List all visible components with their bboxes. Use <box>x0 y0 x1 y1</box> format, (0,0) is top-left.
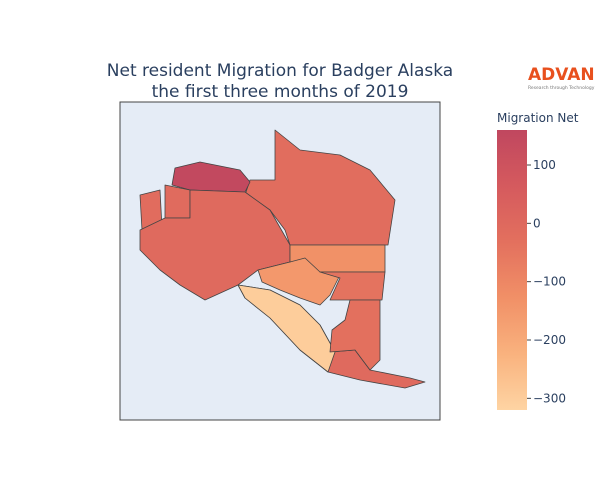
region <box>171 161 251 193</box>
chart-title: the first three months of 2019 <box>152 82 409 102</box>
logo-name: ADVAN <box>528 65 595 85</box>
chart-title: Net resident Migration for Badger Alaska <box>107 61 453 81</box>
colorbar-tick-label: −100 <box>533 275 566 289</box>
colorbar-tick-label: 0 <box>533 216 541 230</box>
colorbar-tick-label: −300 <box>533 391 566 405</box>
region <box>237 284 336 373</box>
colorbar-title: Migration Net <box>497 111 579 125</box>
regions <box>139 129 426 389</box>
colorbar-tick-label: −200 <box>533 333 566 347</box>
region <box>329 299 381 371</box>
region <box>164 184 191 219</box>
colorbar-tick-label: 100 <box>533 158 556 172</box>
logo-tagline: Research through Technology <box>528 85 595 91</box>
colorbar <box>497 130 527 410</box>
